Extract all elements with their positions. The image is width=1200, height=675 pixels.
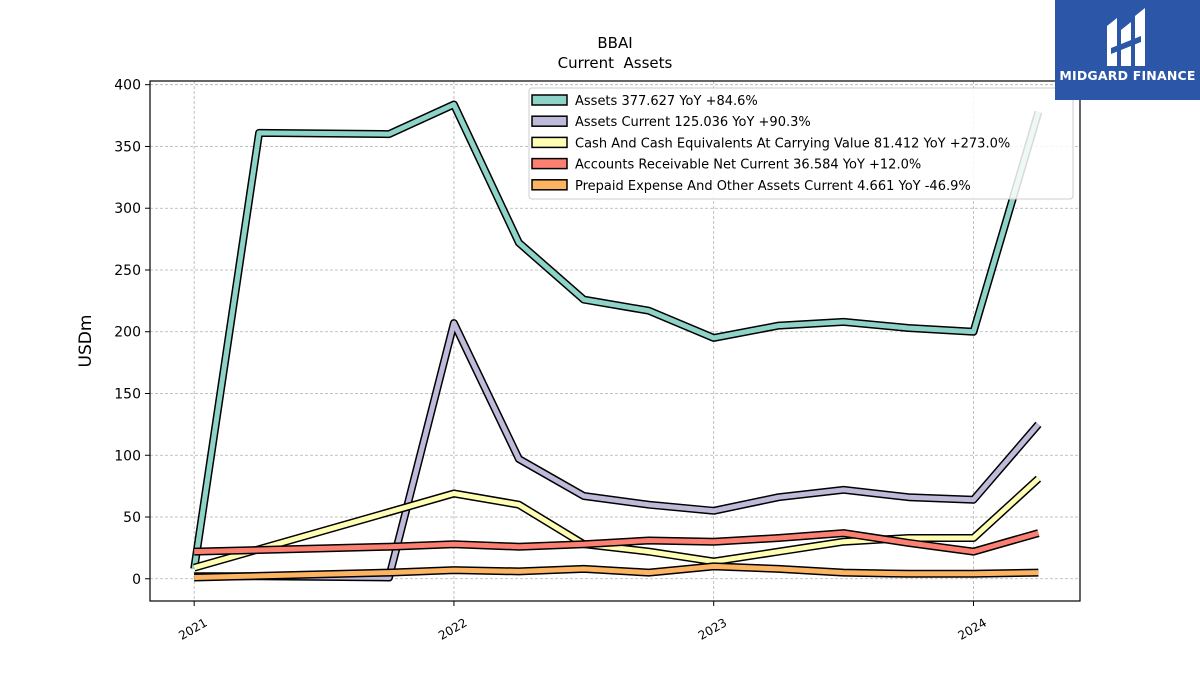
legend-item: Accounts Receivable Net Current 36.584 Y… — [531, 157, 921, 173]
legend-item: Assets 377.627 YoY +84.6% — [531, 94, 758, 109]
legend-swatch — [531, 179, 568, 191]
y-tick-label: 300 — [114, 201, 141, 217]
series-layer — [190, 100, 1043, 582]
y-tick-label: 200 — [114, 325, 141, 341]
chart-title: BBAI — [597, 34, 632, 52]
legend-swatch — [531, 94, 568, 106]
x-tick-label: 2024 — [956, 615, 989, 642]
x-axis-ticks: 2021 2022 2023 2024 — [176, 601, 989, 643]
y-axis-ticks: 0 50 100 150 200 250 300 350 400 — [114, 78, 150, 588]
chart-subtitle: Current Assets — [558, 54, 673, 72]
y-tick-label: 350 — [114, 139, 141, 155]
series-line — [193, 476, 1041, 571]
y-tick-label: 100 — [114, 448, 141, 464]
series-0 — [190, 100, 1043, 570]
legend-label: Cash And Cash Equivalents At Carrying Va… — [575, 136, 1010, 151]
legend-box — [528, 87, 1074, 200]
series-2 — [193, 475, 1042, 572]
legend-swatch — [531, 136, 568, 149]
logo-mark-icon — [1107, 8, 1145, 66]
series-line — [194, 530, 1040, 555]
series-line — [191, 102, 1041, 570]
series-1 — [194, 319, 1042, 582]
series-line-outline — [193, 475, 1042, 572]
legend-swatch — [531, 115, 568, 127]
logo-text: MIDGARD FINANCE — [1059, 68, 1196, 83]
y-axis-label: USDm — [76, 315, 96, 368]
y-tick-label: 250 — [114, 263, 141, 279]
legend-item: Cash And Cash Equivalents At Carrying Va… — [531, 136, 1010, 151]
x-tick-label: 2023 — [696, 615, 729, 642]
y-tick-label: 400 — [114, 78, 141, 94]
legend-label: Accounts Receivable Net Current 36.584 Y… — [575, 158, 921, 173]
legend-item: Assets Current 125.036 YoY +90.3% — [531, 115, 811, 130]
x-tick-label: 2021 — [176, 615, 209, 642]
y-tick-label: 50 — [123, 510, 141, 526]
legend-label: Assets Current 125.036 YoY +90.3% — [575, 115, 811, 130]
legend-item: Prepaid Expense And Other Assets Current… — [531, 179, 971, 194]
plot-frame — [149, 80, 1081, 602]
y-tick-label: 0 — [132, 572, 141, 588]
legend-label: Prepaid Expense And Other Assets Current… — [575, 179, 971, 194]
x-tick-label: 2022 — [436, 615, 469, 642]
brand-logo: MIDGARD FINANCE — [1055, 0, 1200, 100]
series-4 — [194, 562, 1039, 582]
legend: Assets 377.627 YoY +84.6% Assets Current … — [528, 87, 1074, 200]
series-3 — [194, 529, 1040, 556]
series-line — [194, 320, 1041, 580]
legend-swatch — [531, 157, 568, 170]
series-line — [194, 563, 1039, 580]
legend-label: Assets 377.627 YoY +84.6% — [575, 94, 758, 109]
y-tick-label: 150 — [114, 386, 141, 402]
